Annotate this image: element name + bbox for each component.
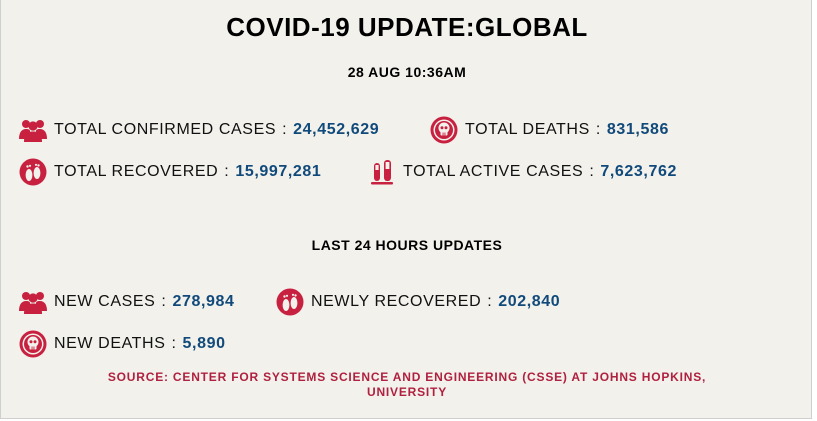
stat-total-confirmed: TOTAL CONFIRMED CASES : 24,452,629 [18, 115, 379, 145]
stat-value: 202,840 [498, 293, 561, 310]
stat-label: NEW DEATHS [54, 335, 166, 352]
source-line-2: UNIVERSITY [366, 385, 447, 399]
stat-newly-recovered: NEWLY RECOVERED : 202,840 [275, 287, 560, 317]
stat-value: 278,984 [172, 293, 235, 310]
last-24-hours-heading: LAST 24 HOURS UPDATES [311, 237, 503, 253]
footprint-icon [18, 157, 48, 187]
stat-value: 15,997,281 [235, 163, 322, 180]
stat-separator: : [589, 163, 595, 180]
source-attribution: SOURCE: CENTER FOR SYSTEMS SCIENCE AND E… [1, 370, 813, 400]
people-group-icon [18, 115, 48, 145]
stat-label: TOTAL ACTIVE CASES [403, 163, 584, 180]
stat-value: 831,586 [606, 121, 669, 138]
stat-separator: : [224, 163, 230, 180]
footprint-icon [275, 287, 305, 317]
stat-new-cases: NEW CASES : 278,984 [18, 287, 235, 317]
stat-separator: : [595, 121, 601, 138]
skull-icon [18, 329, 48, 359]
stat-value: 7,623,762 [600, 163, 677, 180]
test-tube-icon [367, 157, 397, 187]
stat-separator: : [161, 293, 167, 310]
stat-total-active: TOTAL ACTIVE CASES : 7,623,762 [367, 157, 677, 187]
update-timestamp: 28 AUG 10:36AM [347, 64, 467, 80]
source-line-1: SOURCE: CENTER FOR SYSTEMS SCIENCE AND E… [107, 370, 707, 384]
stat-total-deaths: TOTAL DEATHS : 831,586 [429, 115, 669, 145]
page-title: COVID-19 UPDATE:GLOBAL [226, 12, 588, 42]
skull-icon [429, 115, 459, 145]
stat-separator: : [487, 293, 493, 310]
stat-label: TOTAL DEATHS [465, 121, 590, 138]
stat-separator: : [282, 121, 288, 138]
stat-label: TOTAL RECOVERED [54, 163, 219, 180]
stat-new-deaths: NEW DEATHS : 5,890 [18, 329, 226, 359]
stat-separator: : [171, 335, 177, 352]
stat-value: 24,452,629 [293, 121, 380, 138]
stat-label: NEW CASES [54, 293, 156, 310]
stat-total-recovered: TOTAL RECOVERED : 15,997,281 [18, 157, 321, 187]
stat-label: NEWLY RECOVERED [311, 293, 482, 310]
stat-label: TOTAL CONFIRMED CASES [54, 121, 277, 138]
stat-value: 5,890 [182, 335, 226, 352]
people-group-icon [18, 287, 48, 317]
